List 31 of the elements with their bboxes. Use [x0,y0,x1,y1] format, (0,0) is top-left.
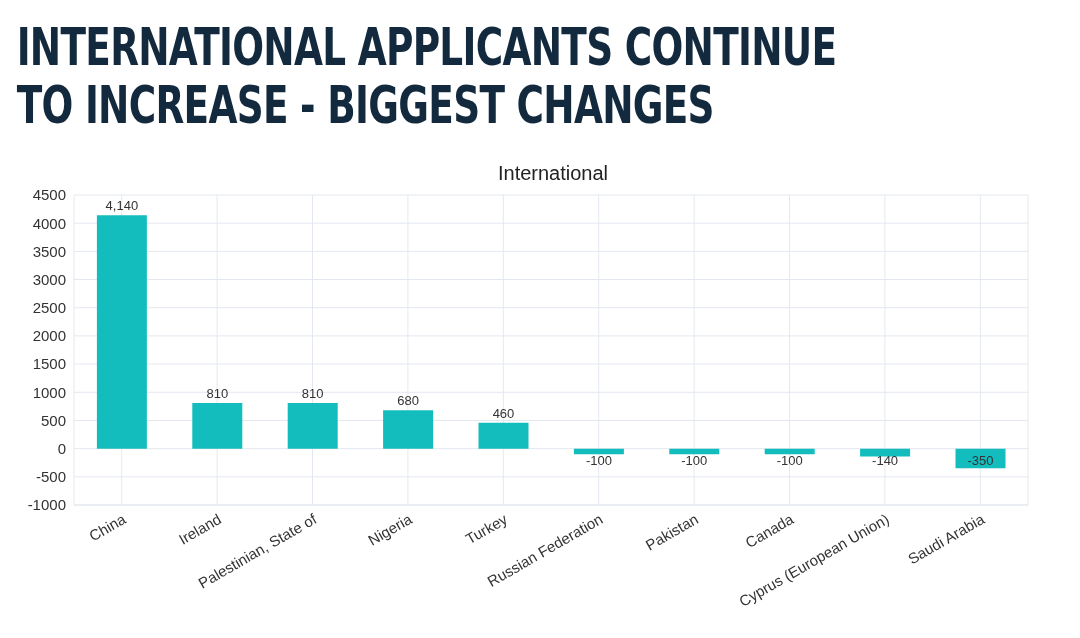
bar [192,402,243,449]
data-label: -100 [585,452,612,468]
bar [860,448,911,457]
data-label: 810 [301,385,324,401]
x-tick-label: China [86,509,130,545]
y-tick-label: 500 [40,411,66,429]
bar [383,410,434,449]
data-label: 810 [206,385,229,401]
data-label: 460 [492,405,515,421]
data-label: 4,140 [105,198,139,214]
bar [478,422,529,449]
chart-title: INTERNATIONAL APPLICANTS CONTINUE TO INCREASE - BIGGEST CHANGES [15,16,838,135]
y-tick-label: 3000 [32,270,66,288]
y-tick-label: 1000 [32,383,66,401]
y-tick-label: 1500 [32,355,66,373]
y-tick-label: 4000 [32,214,66,232]
y-tick-label: 4500 [32,186,66,204]
data-label: -350 [967,452,994,468]
data-label: -140 [872,452,899,468]
chart-subtitle: International [496,162,610,185]
y-tick-label: -1000 [27,496,66,514]
y-tick-label: 2000 [32,327,66,345]
data-label: -100 [681,452,708,468]
y-tick-label: 0 [57,439,66,457]
y-tick-label: -500 [35,468,66,486]
y-tick-label: 2500 [32,299,66,317]
bar [96,215,147,449]
bar [287,402,338,449]
y-tick-label: 3500 [32,242,66,260]
data-label: 680 [397,393,419,409]
data-label: -100 [776,452,803,468]
